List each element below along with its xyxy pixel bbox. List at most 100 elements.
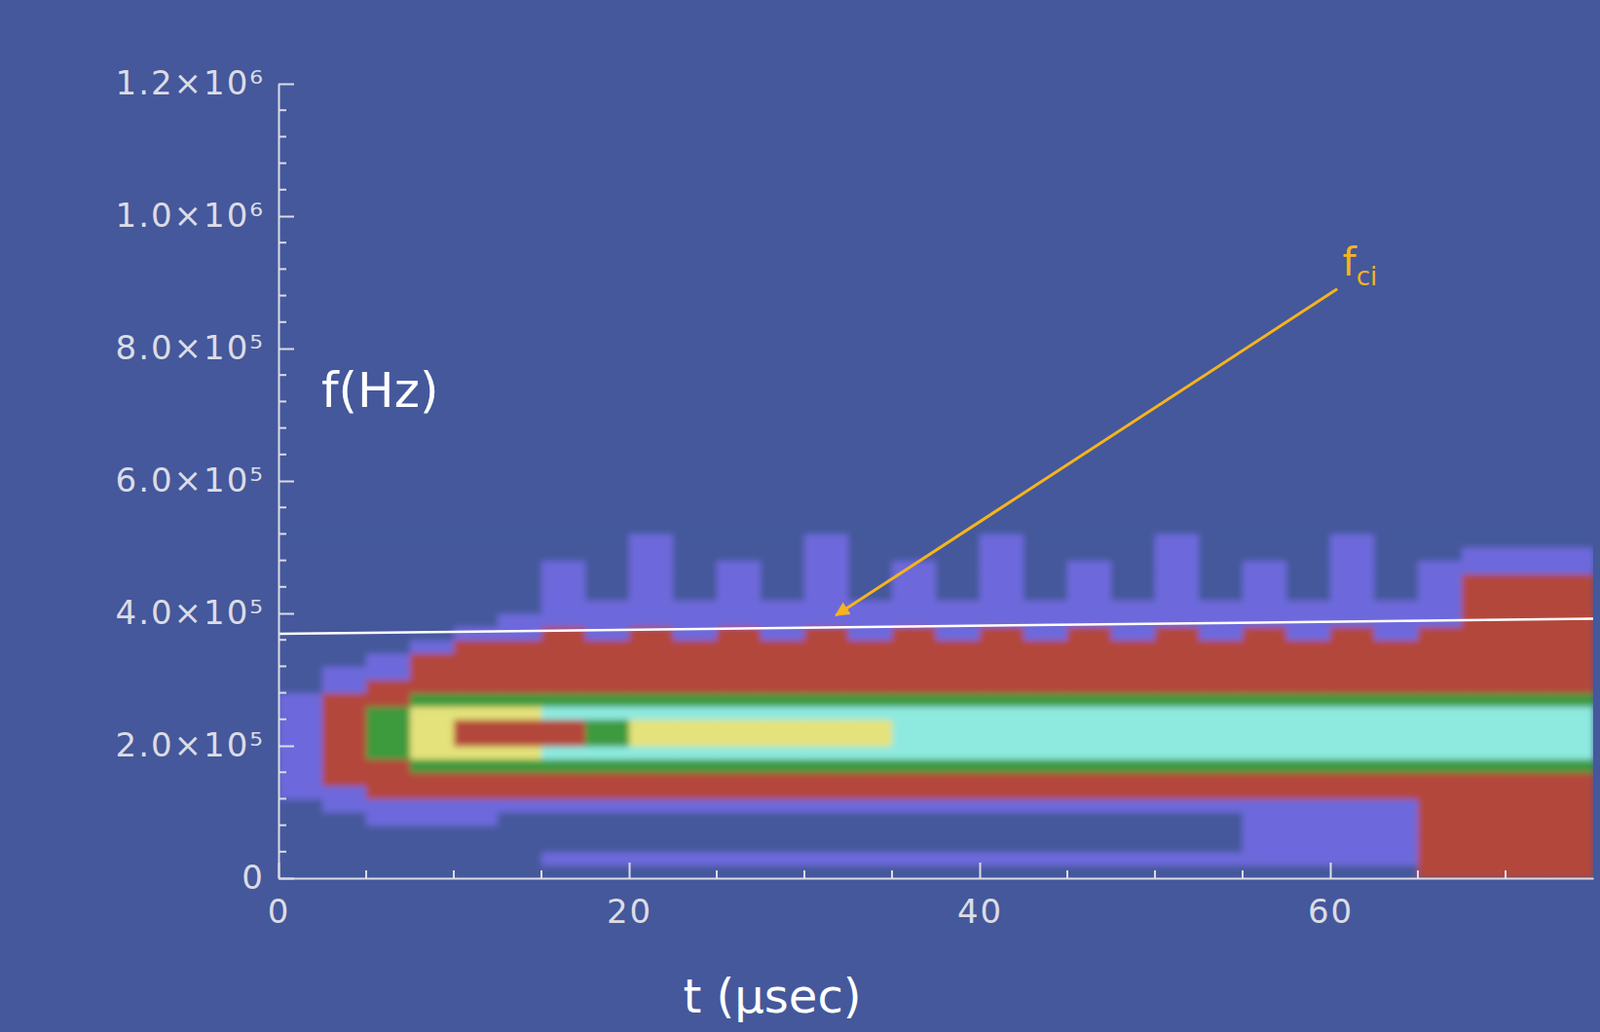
heatmap-cell [366, 864, 411, 879]
heatmap-cell [935, 745, 981, 760]
heatmap-cell [453, 719, 499, 734]
heatmap-cell [672, 759, 718, 774]
heatmap-cell [1505, 666, 1551, 680]
tick-mark [278, 348, 295, 351]
minor-tick [278, 586, 287, 589]
heatmap-cell [1330, 639, 1376, 654]
heatmap-cell [979, 825, 1025, 840]
heatmap-cell [585, 838, 631, 853]
heatmap-cell [1330, 706, 1376, 720]
heatmap-cell [366, 533, 411, 548]
heatmap-cell [935, 812, 981, 826]
heatmap-cell [409, 825, 455, 840]
heatmap-cell [1374, 533, 1419, 548]
heatmap-cell [1242, 838, 1288, 853]
heatmap-cell [1417, 772, 1463, 786]
heatmap-cell [541, 852, 587, 866]
minor-ticks [278, 110, 1506, 879]
heatmap-cell [672, 812, 718, 826]
minor-tick [278, 295, 287, 298]
heatmap-cell [585, 719, 631, 734]
tick: 2.0×10⁵ [115, 725, 295, 765]
heatmap-cell [1330, 719, 1376, 734]
tick-mark [278, 481, 295, 484]
heatmap-cell [1154, 732, 1200, 746]
heatmap-cell [1505, 864, 1551, 879]
heatmap-cell [1023, 852, 1069, 866]
heatmap-cell [1067, 864, 1113, 879]
heatmap-cell [1417, 599, 1463, 614]
heatmap-cell [541, 745, 587, 760]
heatmap-cell [716, 719, 762, 734]
heatmap-cell [1198, 653, 1244, 668]
heatmap-cell [278, 613, 324, 628]
heatmap-cell [1154, 653, 1200, 668]
heatmap-cell [1154, 547, 1200, 561]
heatmap-cell [935, 666, 981, 680]
heatmap-cell [629, 719, 674, 734]
heatmap-cell [1417, 639, 1463, 654]
heatmap-cell [497, 547, 543, 561]
heatmap-cell [497, 573, 543, 588]
heatmap-cell [1023, 653, 1069, 668]
heatmap-cell [1154, 627, 1200, 641]
tick-label: 0 [241, 857, 265, 897]
heatmap-cell [848, 547, 894, 561]
heatmap-cell [1461, 864, 1507, 879]
minor-tick [278, 638, 287, 641]
heatmap-cell [1023, 772, 1069, 786]
heatmap-cell [804, 573, 850, 588]
heatmap-cell [1286, 825, 1332, 840]
heatmap-cell [322, 852, 368, 866]
heatmap-cell [1374, 547, 1419, 561]
heatmap-cell [497, 785, 543, 800]
minor-tick [278, 427, 287, 430]
minor-tick [278, 267, 287, 270]
heatmap-cell [1461, 547, 1507, 561]
heatmap-cell [935, 560, 981, 575]
heatmap-cell [453, 838, 499, 853]
heatmap-cell [629, 838, 674, 853]
heatmap-cell [541, 533, 587, 548]
heatmap-cell [1374, 587, 1419, 601]
tick-mark [278, 613, 295, 616]
heatmap-cell [760, 693, 806, 707]
heatmap-cell [629, 706, 674, 720]
heatmap-cell [1111, 587, 1156, 601]
heatmap-cell [278, 653, 324, 668]
heatmap-cell [716, 693, 762, 707]
heatmap-cell [497, 825, 543, 840]
heatmap-cell [935, 864, 981, 879]
heatmap-cell [1330, 627, 1376, 641]
heatmap-cell [1374, 825, 1419, 840]
heatmap-cell [453, 547, 499, 561]
heatmap-cell [1111, 547, 1156, 561]
heatmap-cell [1067, 547, 1113, 561]
heatmap-cell [322, 533, 368, 548]
heatmap-cell [1330, 679, 1376, 694]
heatmap-cell [979, 653, 1025, 668]
heatmap-cell [409, 759, 455, 774]
heatmap-cell [366, 706, 411, 720]
heatmap-cell [497, 719, 543, 734]
heatmap-cell [1286, 785, 1332, 800]
heatmap-cell [1242, 599, 1288, 614]
heatmap-cell [804, 825, 850, 840]
minor-tick [715, 870, 718, 879]
heatmap-cell [585, 852, 631, 866]
heatmap-cell [1023, 679, 1069, 694]
heatmap-cell [1242, 812, 1288, 826]
heatmap-cell [1198, 852, 1244, 866]
heatmap-cell [892, 785, 937, 800]
heatmap-cell [716, 759, 762, 774]
heatmap-cell [541, 666, 587, 680]
heatmap-cell [1286, 798, 1332, 813]
heatmap-cell [760, 772, 806, 786]
heatmap-cell [541, 798, 587, 813]
heatmap-cell [497, 759, 543, 774]
heatmap-cell [1111, 627, 1156, 641]
heatmap-cell [1330, 599, 1376, 614]
heatmap-cell [541, 812, 587, 826]
heatmap-cell [497, 745, 543, 760]
heatmap-cell [497, 812, 543, 826]
